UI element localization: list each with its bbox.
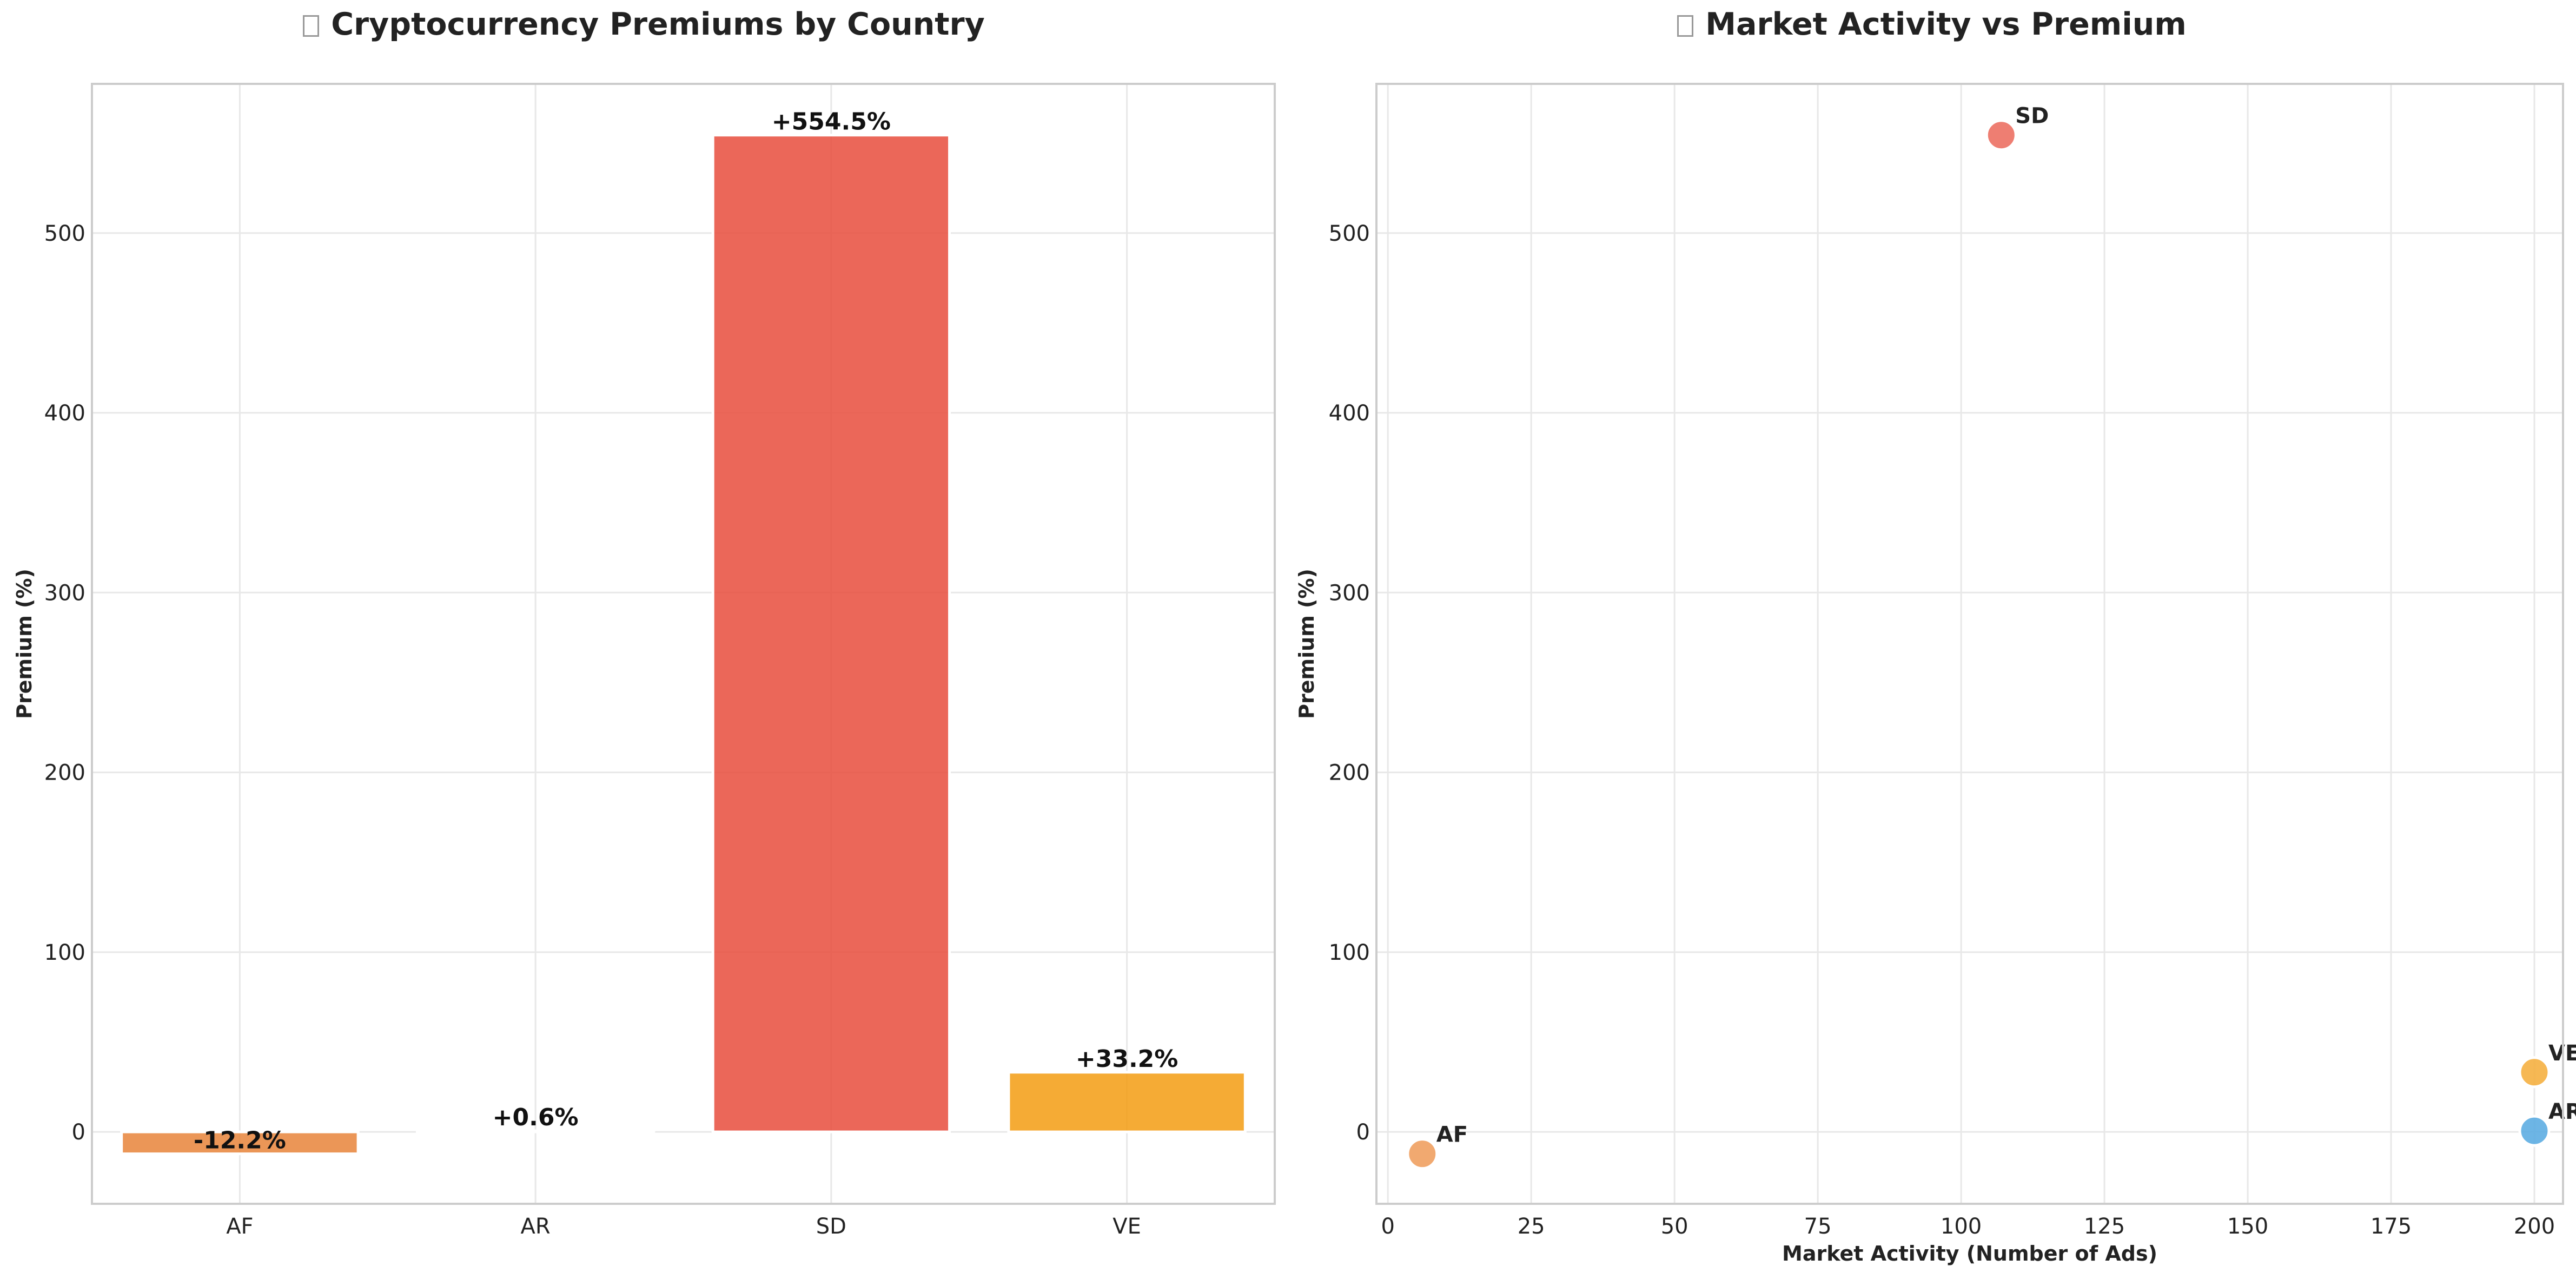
plot-frame bbox=[1375, 83, 2564, 1205]
y-axis-label: Premium (%) bbox=[1295, 569, 1319, 719]
scatter-point bbox=[2518, 1056, 2551, 1089]
plot-frame bbox=[91, 83, 1276, 1205]
chart-emoji-icon bbox=[1677, 15, 1694, 37]
x-tick-label: 150 bbox=[2227, 1214, 2268, 1239]
scatter-chart-title: Market Activity vs Premium bbox=[1288, 6, 2576, 42]
data-label: +554.5% bbox=[772, 108, 891, 136]
y-tick-label: 100 bbox=[1329, 940, 1370, 965]
x-tick-label: VE bbox=[1112, 1214, 1141, 1239]
scatter-point bbox=[1985, 119, 2017, 151]
x-tick-label: 100 bbox=[1941, 1214, 1982, 1239]
y-tick-label: 300 bbox=[44, 581, 85, 605]
x-tick-label: 50 bbox=[1661, 1214, 1688, 1239]
y-tick-label: 0 bbox=[1356, 1120, 1370, 1145]
scatter-chart-svg: 0 100 200 300 400 500 0 25 50 75 100 125 150 175 200 AF… bbox=[1295, 83, 2576, 1265]
y-axis-label: Premium (%) bbox=[12, 569, 36, 719]
x-tick-label: AF bbox=[226, 1214, 253, 1239]
bar-chart-title: Cryptocurrency Premiums by Country bbox=[0, 6, 1288, 42]
data-label: +33.2% bbox=[1076, 1045, 1178, 1073]
scatter-chart-panel: Market Activity vs Premium 0 100 200 300 400… bbox=[1288, 0, 2576, 1279]
bar-chart-panel: Cryptocurrency Premiums by Country 0 100 2… bbox=[0, 6, 1288, 1239]
bar bbox=[1007, 1071, 1247, 1133]
point-label: AF bbox=[1436, 1123, 1468, 1148]
x-axis-label: Market Activity (Number of Ads) bbox=[1782, 1242, 2157, 1265]
bar-chart-title-text: Cryptocurrency Premiums by Country bbox=[331, 6, 985, 42]
x-tick-label: SD bbox=[816, 1214, 846, 1239]
bar bbox=[120, 1130, 360, 1156]
y-tick-label: 200 bbox=[1329, 761, 1370, 786]
bar bbox=[711, 134, 951, 1133]
y-tick-label: 300 bbox=[1329, 581, 1370, 605]
data-label: -12.2% bbox=[194, 1127, 286, 1155]
x-tick-label: 125 bbox=[2084, 1214, 2125, 1239]
x-tick-label: 25 bbox=[1518, 1214, 1545, 1239]
scatter-point bbox=[1406, 1138, 1439, 1170]
x-tick-label: 175 bbox=[2370, 1214, 2412, 1239]
plot-area bbox=[92, 84, 1275, 1204]
scatter-chart-title-text: Market Activity vs Premium bbox=[1705, 6, 2187, 42]
y-tick-label: 100 bbox=[44, 940, 85, 965]
x-tick-label: AR bbox=[521, 1214, 551, 1239]
scatter-point bbox=[2518, 1115, 2551, 1147]
x-tick-label: 0 bbox=[1381, 1214, 1394, 1239]
bar bbox=[415, 1129, 655, 1133]
x-tick-label: 200 bbox=[2514, 1214, 2555, 1239]
y-tick-label: 400 bbox=[1329, 401, 1370, 426]
chart-emoji-icon bbox=[303, 15, 320, 37]
x-tick-label: 75 bbox=[1804, 1214, 1832, 1239]
bar-chart-svg: 0 100 200 300 400 500 AF AR SD VE -12.2% +0.6% +554.… bbox=[12, 83, 1276, 1239]
data-label: +0.6% bbox=[493, 1104, 579, 1131]
plot-area bbox=[1376, 84, 2563, 1204]
y-tick-label: 500 bbox=[1329, 221, 1370, 246]
y-tick-label: 500 bbox=[44, 221, 85, 246]
y-tick-label: 400 bbox=[44, 401, 85, 426]
point-label: SD bbox=[2015, 104, 2049, 129]
y-tick-label: 200 bbox=[44, 761, 85, 786]
y-tick-label: 0 bbox=[72, 1120, 85, 1145]
